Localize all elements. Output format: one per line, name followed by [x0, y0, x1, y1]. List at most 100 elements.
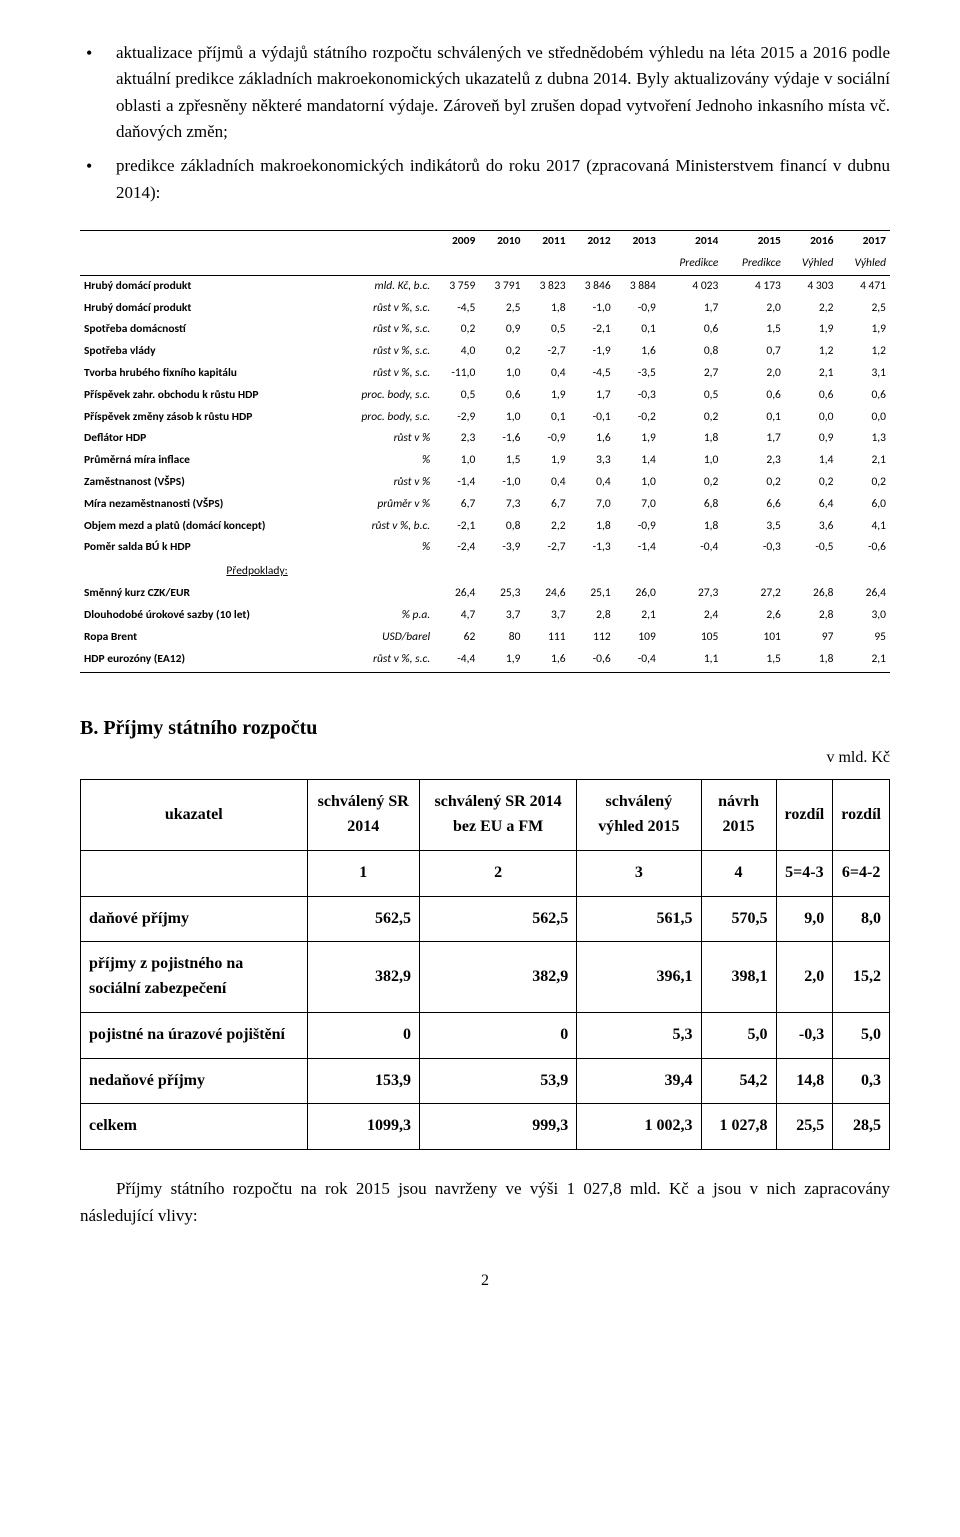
macro-cell: 1,8	[660, 516, 723, 538]
macro-cell: 2,7	[660, 363, 723, 385]
closing-paragraph: Příjmy státního rozpočtu na rok 2015 jso…	[80, 1176, 890, 1229]
macro-cell: 4,7	[434, 605, 479, 627]
income-header: schválený SR 2014	[307, 780, 419, 851]
macro-cell: 101	[722, 627, 785, 649]
income-cell: 9,0	[776, 896, 833, 942]
macro-cell: 1,9	[524, 450, 569, 472]
macro-cell: 95	[837, 627, 890, 649]
macro-cell: 1,8	[570, 516, 615, 538]
macro-cell: 2,1	[837, 450, 890, 472]
macro-cell: 4,1	[837, 516, 890, 538]
income-cell: 5,0	[701, 1012, 776, 1058]
macro-cell: 25,3	[479, 583, 524, 605]
macro-cell: 1,3	[837, 428, 890, 450]
macro-cell: 1,9	[615, 428, 660, 450]
macro-cell: 2,3	[434, 428, 479, 450]
macro-row-label: Spotřeba vlády	[80, 341, 332, 363]
macro-cell: 1,0	[615, 472, 660, 494]
macro-cell: -2,7	[524, 341, 569, 363]
income-index-cell: 1	[307, 850, 419, 896]
macro-cell: 6,6	[722, 494, 785, 516]
macro-cell: -0,6	[570, 649, 615, 673]
macro-cell: 4,0	[434, 341, 479, 363]
macro-cell: 1,5	[722, 649, 785, 673]
macro-cell: 26,4	[837, 583, 890, 605]
macro-cell: 97	[785, 627, 838, 649]
macro-cell: 0,6	[785, 385, 838, 407]
macro-cell: -1,0	[570, 298, 615, 320]
macro-cell: 1,9	[479, 649, 524, 673]
macro-cell: -0,9	[524, 428, 569, 450]
macro-cell: -1,3	[570, 537, 615, 559]
macro-cell: -1,4	[615, 537, 660, 559]
macro-cell: 0,8	[479, 516, 524, 538]
macro-year-header: 2014	[660, 231, 723, 253]
macro-subheader	[479, 253, 524, 275]
macro-cell: 1,6	[570, 428, 615, 450]
macro-cell: 4 303	[785, 275, 838, 297]
macro-cell: 2,2	[524, 516, 569, 538]
macro-cell: 1,2	[837, 341, 890, 363]
macro-row-unit: růst v %	[332, 472, 434, 494]
bullet-item: aktualizace příjmů a výdajů státního roz…	[80, 40, 890, 145]
income-header: rozdíl	[833, 780, 890, 851]
macro-cell: 2,4	[660, 605, 723, 627]
macro-cell: -2,4	[434, 537, 479, 559]
macro-cell: 2,1	[785, 363, 838, 385]
income-header: schválený výhled 2015	[577, 780, 701, 851]
assumptions-label: Předpoklady:	[80, 559, 434, 583]
macro-cell: 25,1	[570, 583, 615, 605]
macro-cell: 0,6	[479, 385, 524, 407]
macro-row-label: Spotřeba domácností	[80, 319, 332, 341]
macro-subheader: Predikce	[722, 253, 785, 275]
macro-cell: 1,7	[570, 385, 615, 407]
income-cell: 999,3	[419, 1104, 576, 1150]
document-page: aktualizace příjmů a výdajů státního roz…	[0, 0, 960, 1334]
macro-row-unit: USD/barel	[332, 627, 434, 649]
macro-row-unit	[332, 583, 434, 605]
macro-year-header: 2009	[434, 231, 479, 253]
macro-cell: 0,2	[434, 319, 479, 341]
macro-cell: 4 023	[660, 275, 723, 297]
macro-cell: 7,0	[615, 494, 660, 516]
macro-cell: 7,0	[570, 494, 615, 516]
macro-cell: 1,8	[785, 649, 838, 673]
macro-row-label: Tvorba hrubého fixního kapitálu	[80, 363, 332, 385]
macro-cell: -4,5	[570, 363, 615, 385]
macro-cell-blank	[615, 559, 660, 583]
income-cell: 5,0	[833, 1012, 890, 1058]
macro-cell: 2,2	[785, 298, 838, 320]
income-cell: 14,8	[776, 1058, 833, 1104]
macro-cell: 1,0	[479, 407, 524, 429]
income-cell: 561,5	[577, 896, 701, 942]
income-cell: 396,1	[577, 942, 701, 1013]
macro-cell: 2,3	[722, 450, 785, 472]
macro-cell: 3,5	[722, 516, 785, 538]
macro-cell: -1,6	[479, 428, 524, 450]
macro-cell: 1,7	[722, 428, 785, 450]
macro-cell: 2,0	[722, 298, 785, 320]
macro-cell: 80	[479, 627, 524, 649]
income-index-cell: 6=4-2	[833, 850, 890, 896]
macro-table-wrap: 200920102011201220132014201520162017 Pre…	[80, 230, 890, 673]
macro-cell: 2,1	[615, 605, 660, 627]
macro-col-blank	[80, 231, 332, 253]
income-cell: 28,5	[833, 1104, 890, 1150]
income-row-label: celkem	[81, 1104, 308, 1150]
income-cell: 562,5	[419, 896, 576, 942]
income-row-label: příjmy z pojistného na sociální zabezpeč…	[81, 942, 308, 1013]
macro-cell: 0,1	[524, 407, 569, 429]
macro-cell: 112	[570, 627, 615, 649]
income-cell: 0,3	[833, 1058, 890, 1104]
macro-cell-blank	[785, 559, 838, 583]
macro-row-unit: růst v %, s.c.	[332, 341, 434, 363]
macro-cell: -4,5	[434, 298, 479, 320]
macro-cell: -2,1	[434, 516, 479, 538]
income-table: ukazatelschválený SR 2014schválený SR 20…	[80, 779, 890, 1150]
macro-subheader	[434, 253, 479, 275]
macro-subheader	[524, 253, 569, 275]
macro-row-unit: mld. Kč, b.c.	[332, 275, 434, 297]
income-header: schválený SR 2014 bez EU a FM	[419, 780, 576, 851]
macro-cell: -1,9	[570, 341, 615, 363]
macro-cell: -0,9	[615, 298, 660, 320]
